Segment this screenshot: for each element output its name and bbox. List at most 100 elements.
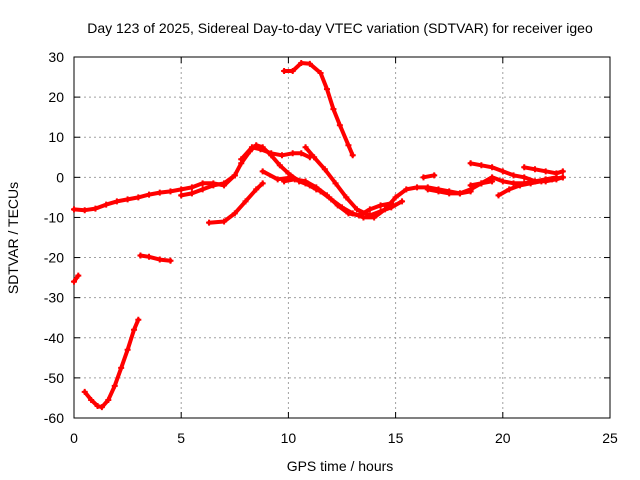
- data-point: [388, 200, 395, 207]
- data-point: [467, 182, 474, 189]
- data-point: [403, 186, 410, 193]
- data-point: [92, 205, 99, 212]
- data-point: [446, 190, 453, 197]
- y-tick-label: -10: [44, 209, 64, 225]
- data-point: [467, 160, 474, 167]
- series-arc-3: [138, 253, 173, 263]
- data-point: [188, 190, 195, 197]
- data-point: [71, 278, 77, 285]
- data-point: [94, 402, 101, 409]
- y-tick-label: 30: [48, 49, 64, 65]
- data-point: [276, 162, 283, 169]
- data-point: [538, 178, 545, 185]
- data-point: [281, 68, 288, 75]
- data-point: [124, 196, 131, 203]
- data-point: [124, 346, 131, 353]
- data-point: [188, 184, 195, 191]
- data-point: [516, 182, 523, 189]
- data-point: [257, 146, 264, 153]
- data-point: [336, 122, 343, 129]
- data-point: [349, 152, 356, 159]
- data-point: [98, 404, 105, 411]
- data-point: [199, 180, 206, 187]
- data-point: [146, 191, 153, 198]
- data-point: [156, 256, 163, 263]
- data-point: [478, 180, 485, 187]
- data-point: [231, 172, 238, 179]
- data-point: [499, 178, 506, 185]
- chart-title: Day 123 of 2025, Sidereal Day-to-day VTE…: [87, 20, 593, 36]
- data-point: [248, 144, 255, 151]
- data-point: [354, 206, 361, 213]
- data-point: [210, 182, 217, 189]
- data-point: [302, 178, 309, 185]
- data-point: [274, 176, 281, 183]
- data-point: [311, 154, 318, 161]
- y-tick-label: -50: [44, 370, 64, 386]
- data-point: [221, 218, 228, 225]
- data-point: [289, 68, 296, 75]
- data-point: [456, 190, 463, 197]
- data-point: [71, 206, 77, 213]
- data-point: [178, 192, 185, 199]
- data-point: [313, 184, 320, 191]
- data-point: [478, 162, 485, 169]
- series-arc-9: [303, 145, 404, 218]
- x-tick-label: 20: [495, 430, 511, 446]
- data-point: [289, 150, 296, 157]
- data-point: [510, 172, 517, 179]
- data-point: [495, 192, 502, 199]
- y-axis: -60 -50 -40 -30 -20 -10 0 10 20 30: [44, 49, 610, 426]
- y-tick-label: -40: [44, 330, 64, 346]
- data-point: [253, 186, 260, 193]
- y-tick-label: -60: [44, 410, 64, 426]
- data-point: [298, 150, 305, 157]
- data-point: [553, 170, 560, 177]
- data-point: [489, 178, 496, 185]
- data-point: [111, 382, 118, 389]
- data-point: [420, 174, 427, 181]
- data-point: [242, 198, 249, 205]
- y-tick-label: 20: [48, 89, 64, 105]
- data-point: [366, 212, 373, 219]
- data-point: [298, 60, 305, 67]
- data-point: [345, 210, 352, 217]
- data-point: [435, 188, 442, 195]
- data-point: [499, 168, 506, 175]
- data-point: [521, 174, 528, 181]
- data-point: [334, 202, 341, 209]
- data-point: [360, 214, 367, 221]
- y-tick-label: 0: [56, 169, 64, 185]
- data-point: [278, 152, 285, 159]
- data-point: [105, 396, 112, 403]
- data-point: [345, 142, 352, 149]
- data-point: [343, 194, 350, 201]
- data-point: [231, 210, 238, 217]
- data-point: [113, 198, 120, 205]
- y-tick-label: -30: [44, 290, 64, 306]
- data-point: [330, 106, 337, 113]
- x-tick-label: 10: [281, 430, 297, 446]
- data-point: [323, 192, 330, 199]
- data-point: [542, 168, 549, 175]
- data-point: [467, 188, 474, 195]
- data-point: [135, 316, 142, 323]
- data-point: [414, 184, 421, 191]
- data-point: [81, 207, 88, 214]
- series-arc-11: [282, 61, 355, 158]
- data-point: [306, 60, 313, 67]
- data-point: [431, 172, 438, 179]
- y-tick-label: -20: [44, 250, 64, 266]
- series-layer: [71, 60, 566, 411]
- data-point: [156, 189, 163, 196]
- data-point: [356, 212, 363, 219]
- plot-frame: [73, 56, 611, 419]
- data-point: [549, 176, 556, 183]
- data-point: [527, 180, 534, 187]
- data-point: [75, 272, 82, 279]
- data-point: [135, 194, 142, 201]
- data-point: [268, 150, 275, 157]
- data-point: [137, 252, 144, 259]
- data-point: [323, 86, 330, 93]
